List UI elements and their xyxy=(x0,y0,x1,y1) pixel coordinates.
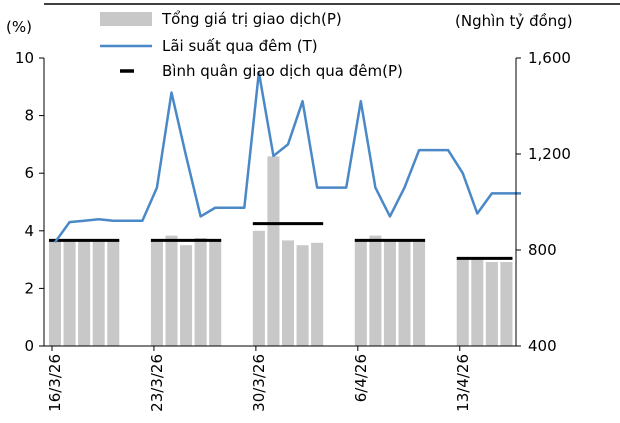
bar-mark xyxy=(165,235,178,346)
x-tick-label: 16/3/26 xyxy=(46,354,64,412)
legend-bar-label: Tổng giá trị giao dịch(P) xyxy=(161,10,342,28)
x-tick-label: 13/4/26 xyxy=(454,354,472,412)
right-tick-label: 400 xyxy=(528,337,557,355)
bar-mark xyxy=(92,240,105,346)
bar-mark xyxy=(354,240,367,346)
axes: (%) (Nghìn tỷ đồng) 0 2 4 6 8 10 400 800 1,200 1,… xyxy=(6,3,620,412)
right-tick-label: 1,200 xyxy=(528,145,571,163)
x-tick-label: 30/3/26 xyxy=(250,354,268,412)
left-tick-label: 2 xyxy=(24,279,34,297)
x-tick-label: 6/4/26 xyxy=(352,354,370,402)
legend-line-label: Lãi suất qua đêm (T) xyxy=(162,37,318,55)
left-tick-label: 0 xyxy=(24,337,34,355)
right-tick-label: 1,600 xyxy=(528,49,571,67)
rate-line xyxy=(53,71,521,244)
bar-mark xyxy=(107,240,120,346)
bar-mark xyxy=(194,238,207,346)
bar-mark xyxy=(413,240,426,346)
bar-mark xyxy=(63,240,76,346)
legend-avg-label: Bình quân giao dịch qua đêm(P) xyxy=(162,62,403,80)
bar-mark xyxy=(383,240,396,346)
right-axis-unit: (Nghìn tỷ đồng) xyxy=(455,12,573,30)
bar-mark xyxy=(48,240,62,346)
x-tick-label: 23/3/26 xyxy=(148,354,166,412)
bar-mark xyxy=(456,259,469,346)
bar-mark xyxy=(485,262,498,346)
left-axis-unit: (%) xyxy=(6,18,32,36)
bar-mark xyxy=(281,240,295,346)
left-tick-label: 10 xyxy=(15,49,34,67)
bar-mark xyxy=(78,240,91,346)
bar-mark xyxy=(311,242,324,346)
bar-mark xyxy=(296,245,309,346)
bar-mark xyxy=(471,257,484,346)
right-tick-label: 800 xyxy=(528,241,557,259)
legend: Tổng giá trị giao dịch(P) Lãi suất qua đ… xyxy=(100,10,403,80)
bar-mark xyxy=(252,230,265,346)
bar-mark xyxy=(500,262,513,346)
left-tick-label: 8 xyxy=(24,107,34,125)
bar-mark xyxy=(209,240,222,346)
bar-mark xyxy=(180,245,193,346)
legend-bar-swatch xyxy=(100,12,152,26)
plot-area xyxy=(48,71,521,346)
bar-mark xyxy=(398,240,411,346)
left-tick-label: 4 xyxy=(24,222,34,240)
left-tick-label: 6 xyxy=(24,164,34,182)
bar-mark xyxy=(369,235,382,346)
bar-mark xyxy=(150,240,163,346)
bar-mark xyxy=(267,156,280,346)
